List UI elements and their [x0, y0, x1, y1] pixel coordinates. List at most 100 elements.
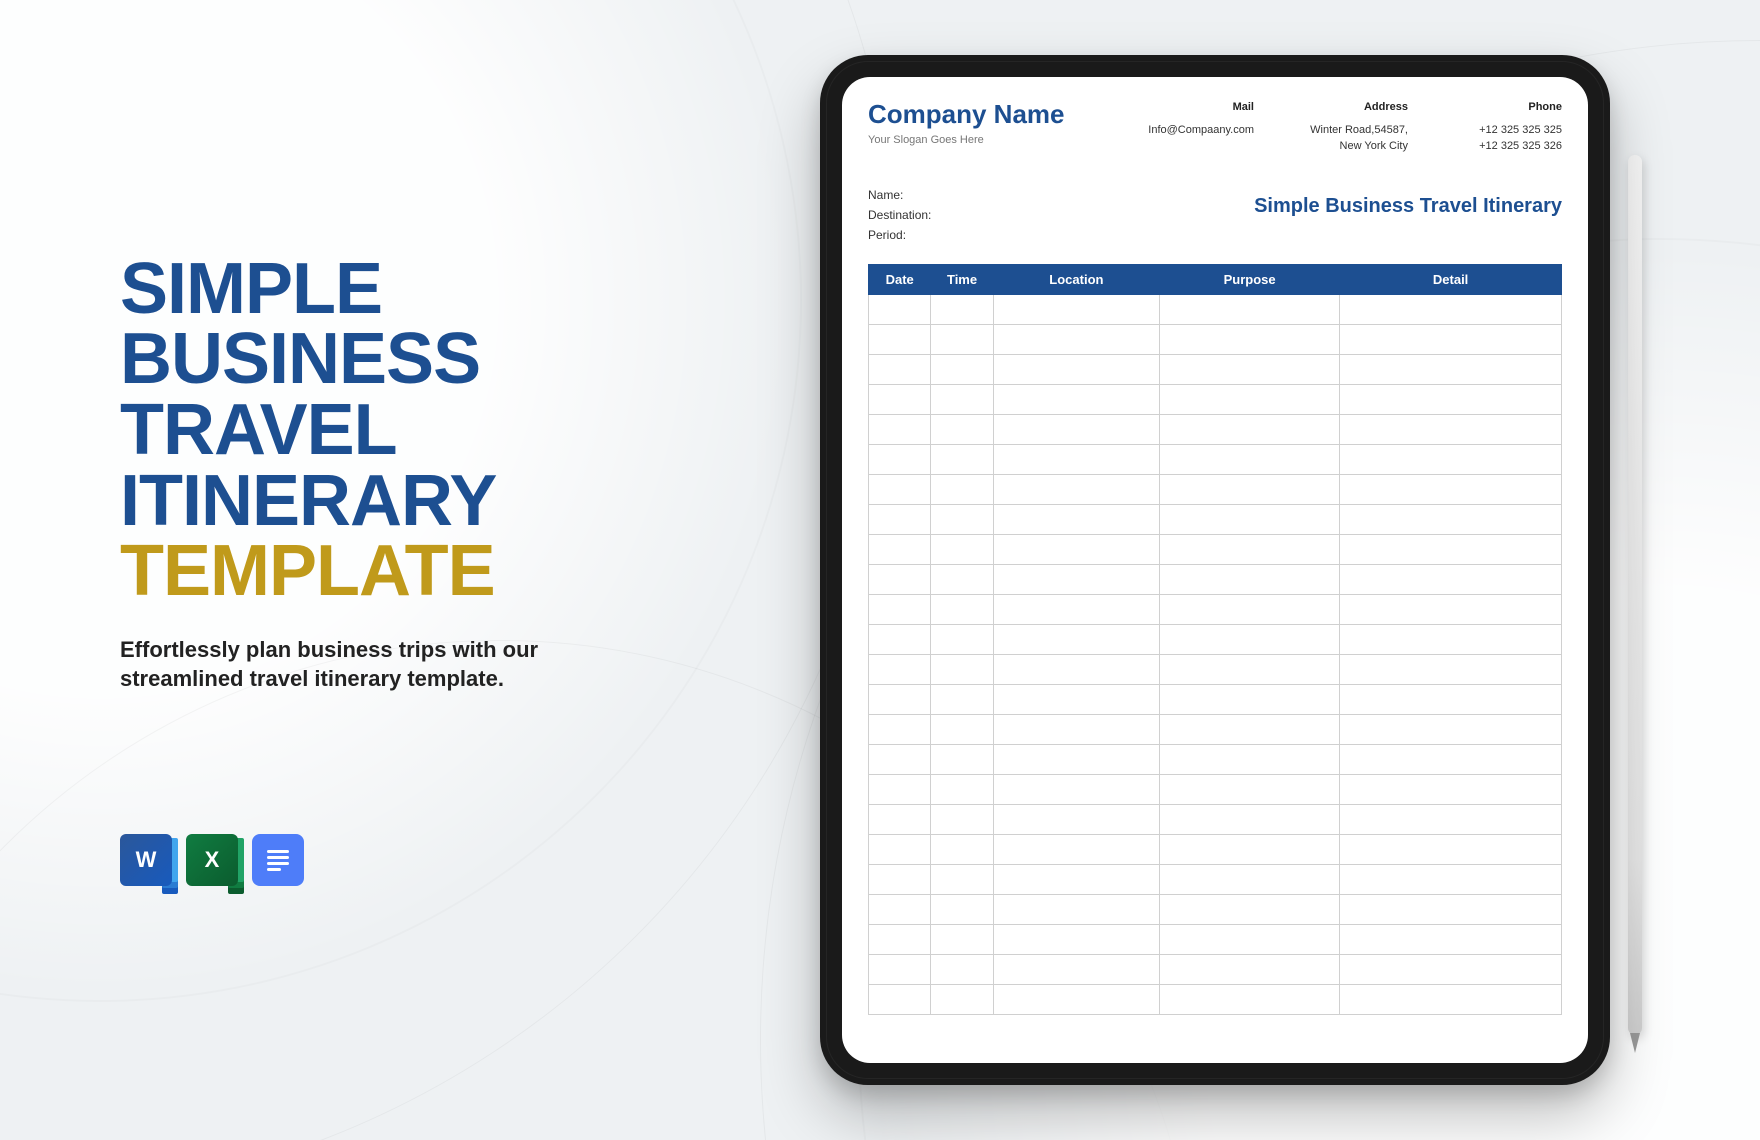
table-cell [993, 984, 1159, 1014]
table-cell [869, 294, 931, 324]
table-cell [869, 594, 931, 624]
table-cell [869, 354, 931, 384]
table-cell [1340, 774, 1562, 804]
contact-address-line-2: New York City [1298, 138, 1408, 155]
table-cell [869, 504, 931, 534]
itinerary-table: Date Time Location Purpose Detail [868, 264, 1562, 1015]
table-cell [1160, 804, 1340, 834]
company-name: Company Name [868, 99, 1065, 130]
table-cell [1160, 984, 1340, 1014]
table-cell [1160, 414, 1340, 444]
table-cell [993, 894, 1159, 924]
field-destination-label: Destination: [868, 205, 931, 225]
table-cell [931, 834, 993, 864]
table-cell [1340, 684, 1562, 714]
table-cell [1160, 954, 1340, 984]
table-row [869, 894, 1562, 924]
table-cell [931, 684, 993, 714]
table-cell [869, 984, 931, 1014]
table-cell [1340, 984, 1562, 1014]
field-name-label: Name: [868, 185, 931, 205]
table-row [869, 654, 1562, 684]
company-slogan: Your Slogan Goes Here [868, 134, 1065, 146]
word-icon: W [120, 834, 172, 886]
table-cell [931, 774, 993, 804]
table-cell [993, 624, 1159, 654]
table-cell [931, 294, 993, 324]
table-cell [869, 894, 931, 924]
table-cell [931, 594, 993, 624]
table-cell [1340, 834, 1562, 864]
table-cell [869, 924, 931, 954]
table-row [869, 834, 1562, 864]
table-cell [1340, 714, 1562, 744]
table-cell [993, 804, 1159, 834]
table-cell [1340, 474, 1562, 504]
table-cell [931, 654, 993, 684]
table-cell [1340, 564, 1562, 594]
table-cell [993, 504, 1159, 534]
table-row [869, 864, 1562, 894]
table-cell [869, 774, 931, 804]
table-cell [869, 744, 931, 774]
headline-line-4: ITINERARY [120, 466, 660, 537]
table-row [869, 414, 1562, 444]
promo-subtext: Effortlessly plan business trips with ou… [120, 635, 640, 694]
table-row [869, 564, 1562, 594]
table-cell [993, 564, 1159, 594]
table-cell [931, 474, 993, 504]
table-cell [931, 414, 993, 444]
table-cell [1160, 324, 1340, 354]
col-header-time: Time [931, 264, 993, 294]
table-cell [1340, 864, 1562, 894]
table-header-row: Date Time Location Purpose Detail [869, 264, 1562, 294]
table-row [869, 984, 1562, 1014]
table-cell [1160, 894, 1340, 924]
table-row [869, 444, 1562, 474]
table-cell [993, 294, 1159, 324]
contact-mail: Mail Info@Compaany.com [1144, 99, 1254, 155]
table-row [869, 684, 1562, 714]
table-cell [931, 714, 993, 744]
table-cell [869, 954, 931, 984]
table-cell [1340, 654, 1562, 684]
document-subheader: Name: Destination: Period: Simple Busine… [868, 185, 1562, 246]
table-cell [931, 624, 993, 654]
table-cell [931, 984, 993, 1014]
table-cell [1340, 894, 1562, 924]
table-cell [869, 684, 931, 714]
document-header: Company Name Your Slogan Goes Here Mail … [868, 99, 1562, 155]
table-cell [1160, 654, 1340, 684]
table-cell [869, 324, 931, 354]
col-header-date: Date [869, 264, 931, 294]
table-cell [869, 444, 931, 474]
contact-address-line-1: Winter Road,54587, [1298, 122, 1408, 139]
table-row [869, 774, 1562, 804]
contact-address-heading: Address [1298, 99, 1408, 116]
table-cell [1160, 294, 1340, 324]
table-cell [869, 414, 931, 444]
table-cell [869, 834, 931, 864]
table-cell [931, 384, 993, 414]
table-cell [1160, 624, 1340, 654]
table-cell [993, 834, 1159, 864]
tablet-screen: Company Name Your Slogan Goes Here Mail … [842, 77, 1588, 1063]
contact-phone-heading: Phone [1452, 99, 1562, 116]
table-cell [869, 864, 931, 894]
table-cell [993, 534, 1159, 564]
table-cell [993, 954, 1159, 984]
table-cell [931, 894, 993, 924]
table-cell [1340, 504, 1562, 534]
table-cell [1160, 684, 1340, 714]
table-cell [993, 654, 1159, 684]
table-row [869, 354, 1562, 384]
table-row [869, 474, 1562, 504]
file-format-icons: W X [120, 834, 660, 886]
table-cell [869, 534, 931, 564]
table-row [869, 924, 1562, 954]
table-cell [1160, 744, 1340, 774]
table-row [869, 534, 1562, 564]
table-cell [993, 774, 1159, 804]
headline-line-2: BUSINESS [120, 324, 660, 395]
table-cell [993, 324, 1159, 354]
